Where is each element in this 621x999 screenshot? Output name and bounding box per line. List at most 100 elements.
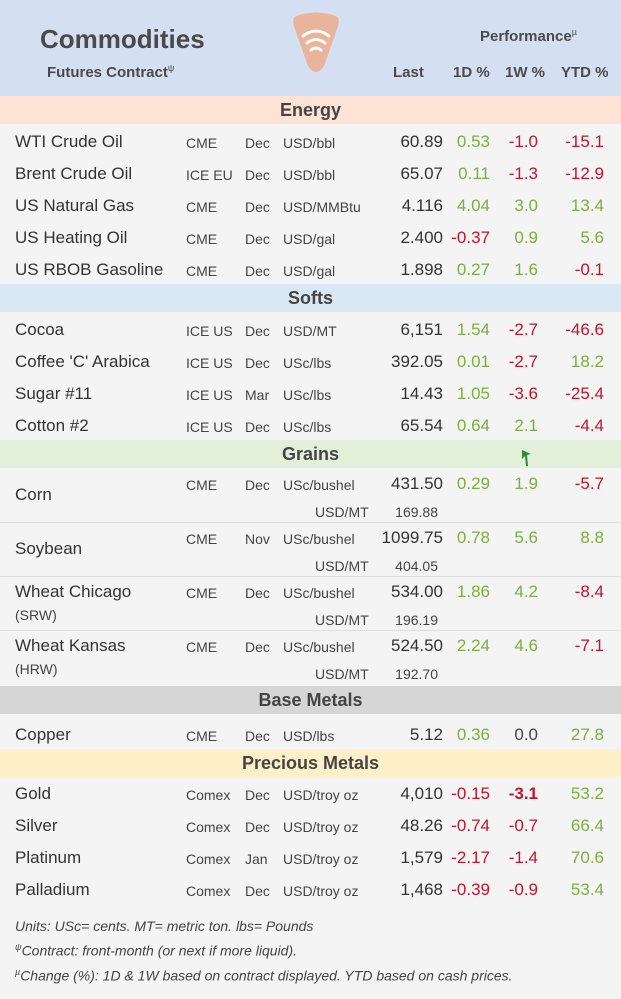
units-note: Units: USc= cents. MT= metric ton. lbs= … bbox=[15, 918, 314, 934]
header: Commodities Futures Contractψ Performanc… bbox=[0, 0, 621, 96]
mu-mark: µ bbox=[15, 967, 21, 977]
change-1d: 0.11 bbox=[458, 164, 490, 183]
exchange: Comex bbox=[186, 819, 231, 835]
change-1d: 1.05 bbox=[456, 384, 490, 403]
exchange: CME bbox=[186, 199, 218, 215]
table-row: Brent Crude Oil ICE EU Dec USD/bbl 65.07 0.11… bbox=[0, 156, 621, 188]
change-ytd: 70.6 bbox=[570, 848, 604, 867]
exchange: CME bbox=[186, 728, 218, 744]
commodity-subname: (SRW) bbox=[15, 607, 57, 623]
change-1d: 1.86 bbox=[456, 582, 490, 601]
price-unit: USD/MMBtu bbox=[283, 199, 361, 215]
table-row: Gold Comex Dec USD/troy oz 4,010 -0.15 -3.1 53.… bbox=[0, 778, 621, 810]
contract-month: Dec bbox=[245, 477, 270, 493]
price-unit: USD/troy oz bbox=[283, 851, 359, 867]
change-ytd: 18.2 bbox=[570, 352, 604, 371]
last-price: 1,468 bbox=[400, 880, 443, 899]
change-1w: -0.9 bbox=[508, 880, 538, 899]
metric-value: 169.88 bbox=[395, 504, 438, 520]
contract-month: Dec bbox=[245, 419, 270, 435]
change-1d: -0.15 bbox=[451, 784, 490, 803]
commodity-name: Cotton #2 bbox=[15, 416, 89, 435]
table-row: Wheat Kansas (HRW) CME Dec USc/bushel 524.50 2… bbox=[0, 631, 621, 684]
change-ytd: -5.7 bbox=[574, 474, 604, 493]
table-row: Silver Comex Dec USD/troy oz 48.26 -0.74 -0.7 6… bbox=[0, 810, 621, 842]
table-row: Palladium Comex Dec USD/troy oz 1,468 -0.39 -0… bbox=[0, 874, 621, 906]
change-1d: 0.36 bbox=[456, 725, 490, 744]
contract-month: Dec bbox=[245, 883, 270, 899]
price-unit: USD/bbl bbox=[283, 167, 336, 183]
last-price: 534.00 bbox=[391, 582, 443, 601]
change-1w: 4.2 bbox=[514, 582, 538, 601]
price-unit: USD/MT bbox=[283, 323, 337, 339]
price-unit: USc/lbs bbox=[283, 419, 332, 435]
exchange: Comex bbox=[186, 851, 231, 867]
contract-month: Dec bbox=[245, 323, 270, 339]
table-row: Coffee 'C' Arabica ICE US Dec USc/lbs 392.05… bbox=[0, 344, 621, 376]
change-1d: 0.78 bbox=[456, 528, 490, 547]
change-1w: -2.7 bbox=[508, 352, 538, 371]
price-unit: USc/bushel bbox=[283, 477, 355, 493]
change-ytd: 5.6 bbox=[580, 228, 604, 247]
last-price: 6,151 bbox=[400, 320, 443, 339]
last-price: 65.54 bbox=[400, 416, 443, 435]
change-ytd: 13.4 bbox=[570, 196, 604, 215]
metric-unit: USD/MT bbox=[315, 612, 369, 628]
metric-value: 192.70 bbox=[395, 666, 438, 682]
change-1d: 0.64 bbox=[456, 416, 490, 435]
contract-month: Dec bbox=[245, 199, 270, 215]
metric-unit: USD/MT bbox=[315, 666, 369, 682]
table-row: Cotton #2 ICE US Dec USc/lbs 65.54 0.64 2.1 -4.… bbox=[0, 408, 621, 440]
change-1w: -2.7 bbox=[508, 320, 538, 339]
price-unit: USc/bushel bbox=[283, 585, 355, 601]
contract-month: Dec bbox=[245, 355, 270, 371]
price-unit: USD/troy oz bbox=[283, 787, 359, 803]
change-note-text: Change (%): 1D & 1W based on contract di… bbox=[20, 967, 513, 984]
change-1w: 1.6 bbox=[514, 260, 538, 279]
change-ytd: 53.2 bbox=[570, 784, 604, 803]
contract-note-text: Contract: front-month (or next if more l… bbox=[21, 942, 297, 959]
col-last: Last bbox=[393, 64, 424, 81]
price-unit: USD/gal bbox=[283, 263, 336, 279]
contract-month: Mar bbox=[245, 387, 270, 403]
change-1w: -3.1 bbox=[508, 784, 538, 803]
contract-month: Nov bbox=[245, 531, 270, 547]
exchange: ICE US bbox=[186, 419, 233, 435]
commodity-name: Platinum bbox=[15, 848, 82, 867]
change-1w: 5.6 bbox=[514, 528, 538, 547]
last-price: 65.07 bbox=[400, 164, 443, 183]
contract-month: Jan bbox=[245, 851, 268, 867]
change-1w: -0.7 bbox=[508, 816, 538, 835]
contract-month: Dec bbox=[245, 135, 270, 151]
change-ytd: -12.9 bbox=[565, 164, 604, 183]
contract-month: Dec bbox=[245, 639, 270, 655]
section-header-grains: Grains bbox=[0, 440, 621, 468]
change-1d: -2.17 bbox=[451, 848, 490, 867]
exchange: CME bbox=[186, 263, 218, 279]
performance-header: Performanceµ bbox=[480, 27, 577, 45]
change-1d: -0.74 bbox=[451, 816, 490, 835]
contract-month: Dec bbox=[245, 819, 270, 835]
change-1w: -3.6 bbox=[508, 384, 538, 403]
last-price: 48.26 bbox=[400, 816, 443, 835]
last-price: 524.50 bbox=[391, 636, 443, 655]
price-unit: USD/bbl bbox=[283, 135, 336, 151]
table-row: Platinum Comex Jan USD/troy oz 1,579 -2.17 -1.… bbox=[0, 842, 621, 874]
last-price: 5.12 bbox=[409, 725, 443, 744]
exchange: CME bbox=[186, 585, 218, 601]
table-row: US Heating Oil CME Dec USD/gal 2.400 -0.37 0.9… bbox=[0, 220, 621, 252]
commodity-name: Cocoa bbox=[15, 320, 65, 339]
change-1d: 0.01 bbox=[456, 352, 490, 371]
contract-month: Dec bbox=[245, 263, 270, 279]
change-1w: 3.0 bbox=[514, 196, 538, 215]
section-header-energy: Energy bbox=[0, 96, 621, 124]
change-1d: 0.53 bbox=[456, 132, 490, 151]
change-1d: -0.39 bbox=[451, 880, 490, 899]
exchange: ICE US bbox=[186, 323, 233, 339]
change-1w: -1.4 bbox=[508, 848, 538, 867]
commodity-name: Soybean bbox=[15, 539, 83, 558]
commodity-name: US RBOB Gasoline bbox=[15, 260, 164, 279]
commodity-name: Wheat Chicago bbox=[15, 582, 132, 601]
exchange: ICE US bbox=[186, 355, 233, 371]
change-ytd: -0.1 bbox=[574, 260, 604, 279]
